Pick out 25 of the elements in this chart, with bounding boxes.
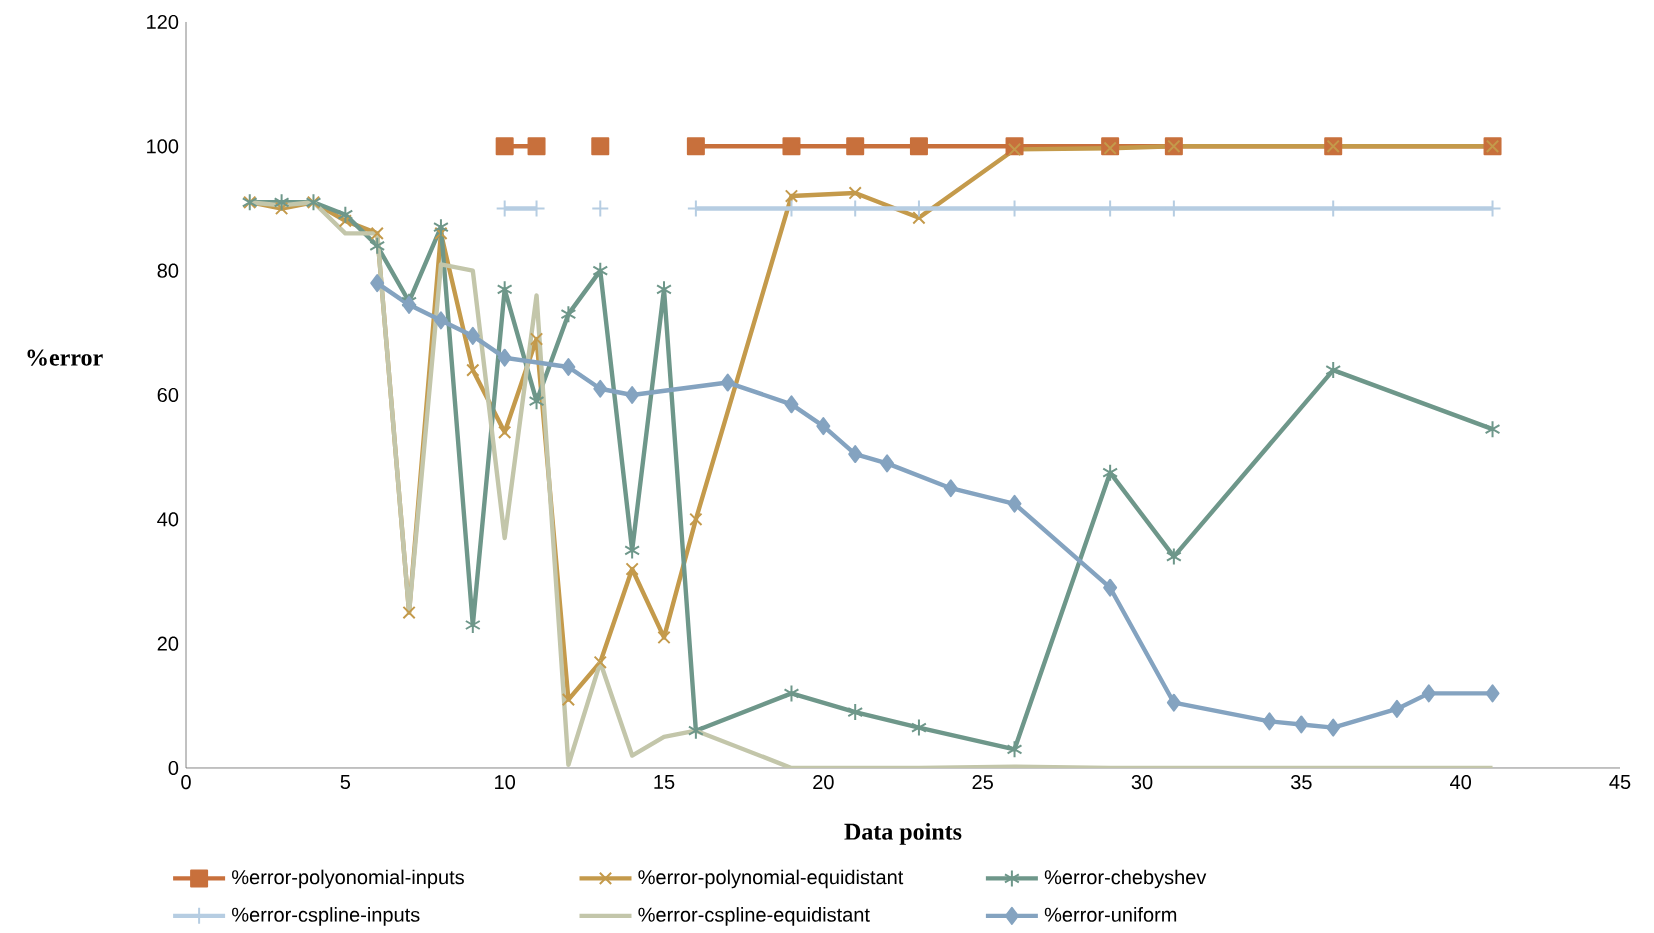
- x-tick-label: 10: [495, 775, 516, 790]
- x-tick-label: 5: [340, 775, 351, 790]
- x-tick-label: 25: [972, 775, 993, 790]
- legend-label: %error-cspline-equidistant: [638, 907, 870, 926]
- y-axis-title: %error: [27, 349, 103, 366]
- x-tick-label: 15: [654, 775, 675, 790]
- x-tick-label: 30: [1131, 775, 1153, 790]
- y-tick-label: 80: [157, 263, 179, 278]
- legend-label: %error-polynomial-equidistant: [638, 869, 904, 889]
- x-tick-label: 0: [181, 775, 191, 790]
- x-tick-label: 40: [1450, 775, 1472, 790]
- y-tick-label: 60: [157, 388, 179, 403]
- y-tick-label: 0: [168, 761, 179, 776]
- legend-label: %error-polyonomial-inputs: [232, 869, 464, 889]
- y-tick-label: 120: [147, 15, 179, 30]
- legend-label: %error-chebyshev: [1044, 869, 1207, 889]
- y-tick-label: 40: [157, 512, 179, 527]
- x-tick-label: 45: [1609, 775, 1631, 790]
- legend-label: %error-cspline-inputs: [232, 907, 420, 926]
- y-tick-label: 20: [157, 636, 179, 651]
- y-tick-label: 100: [147, 139, 179, 154]
- legend-label: %error-uniform: [1044, 907, 1177, 922]
- x-tick-label: 20: [813, 775, 834, 790]
- x-axis-title: Data points: [844, 823, 962, 845]
- x-tick-label: 35: [1290, 775, 1312, 790]
